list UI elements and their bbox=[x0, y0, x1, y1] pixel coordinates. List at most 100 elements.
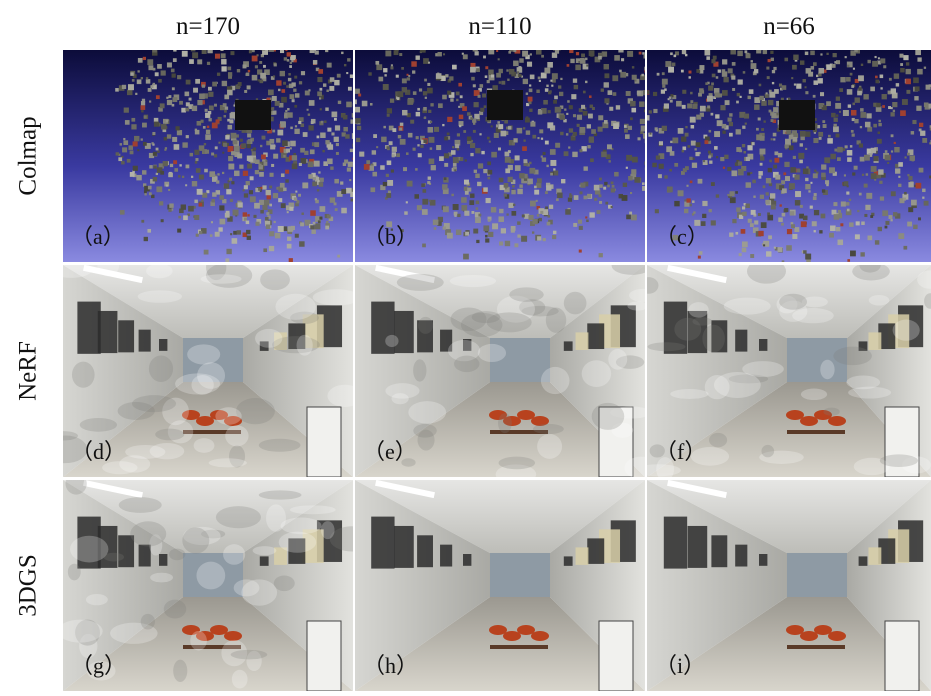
point bbox=[780, 204, 782, 206]
point bbox=[530, 75, 535, 80]
point bbox=[208, 92, 213, 97]
point bbox=[837, 147, 843, 153]
point bbox=[450, 98, 453, 101]
point bbox=[285, 170, 289, 174]
point bbox=[419, 33, 421, 35]
point bbox=[350, 43, 353, 46]
point bbox=[166, 120, 168, 122]
point bbox=[476, 201, 480, 205]
point bbox=[870, 17, 873, 20]
point bbox=[779, 84, 782, 87]
point bbox=[859, 143, 863, 147]
point bbox=[266, 224, 271, 229]
point bbox=[221, 59, 226, 64]
artifact bbox=[223, 544, 245, 565]
point bbox=[771, 138, 773, 140]
point bbox=[151, 142, 153, 144]
point bbox=[406, 29, 411, 34]
point bbox=[674, 163, 678, 167]
point bbox=[289, 258, 293, 262]
point bbox=[827, 138, 833, 144]
point bbox=[197, 44, 203, 50]
point bbox=[543, 152, 546, 155]
point bbox=[488, 232, 493, 237]
point bbox=[708, 151, 711, 154]
point bbox=[895, 168, 900, 173]
point bbox=[372, 150, 376, 154]
point bbox=[170, 164, 173, 167]
point bbox=[244, 218, 247, 221]
point bbox=[471, 211, 474, 214]
point bbox=[346, 72, 348, 74]
point bbox=[819, 30, 825, 36]
point bbox=[722, 131, 725, 134]
point bbox=[736, 207, 740, 211]
point bbox=[898, 184, 901, 187]
artifact bbox=[893, 320, 920, 341]
point bbox=[400, 123, 404, 127]
frame bbox=[371, 517, 394, 569]
point bbox=[580, 183, 585, 188]
point bbox=[860, 157, 865, 162]
point bbox=[766, 67, 769, 70]
point bbox=[871, 166, 877, 172]
point bbox=[332, 29, 337, 34]
point bbox=[637, 91, 641, 95]
point bbox=[718, 69, 721, 72]
point bbox=[454, 41, 456, 43]
artifact bbox=[149, 355, 173, 382]
point bbox=[312, 181, 317, 186]
point bbox=[247, 236, 251, 240]
point bbox=[649, 110, 652, 113]
point bbox=[402, 78, 407, 83]
point bbox=[872, 61, 878, 67]
point bbox=[760, 156, 764, 160]
point bbox=[900, 110, 906, 116]
point bbox=[589, 136, 594, 141]
artifact bbox=[50, 261, 92, 278]
point bbox=[689, 157, 692, 160]
point bbox=[314, 142, 319, 147]
point bbox=[844, 174, 846, 176]
point bbox=[806, 166, 808, 168]
point bbox=[915, 39, 917, 41]
point bbox=[643, 133, 646, 136]
point bbox=[669, 96, 672, 99]
point bbox=[599, 194, 602, 197]
artifact bbox=[215, 407, 241, 425]
point bbox=[230, 113, 236, 119]
point bbox=[805, 52, 809, 56]
point bbox=[130, 150, 134, 154]
point bbox=[356, 138, 360, 142]
point bbox=[664, 175, 667, 178]
point bbox=[310, 210, 316, 216]
point bbox=[483, 56, 486, 59]
point bbox=[383, 126, 385, 128]
point bbox=[526, 93, 528, 95]
point bbox=[215, 232, 220, 237]
point bbox=[711, 182, 715, 186]
point bbox=[862, 8, 865, 11]
point bbox=[906, 62, 909, 65]
point bbox=[144, 193, 146, 195]
panel-label: （a） bbox=[71, 224, 125, 249]
point bbox=[784, 208, 788, 212]
point bbox=[782, 188, 787, 193]
point bbox=[195, 158, 198, 161]
point bbox=[498, 216, 504, 222]
point bbox=[420, 47, 426, 53]
point bbox=[585, 81, 587, 83]
point bbox=[396, 153, 400, 157]
point bbox=[222, 81, 227, 86]
point bbox=[866, 193, 872, 199]
point bbox=[731, 5, 736, 10]
point bbox=[407, 35, 413, 41]
point bbox=[424, 117, 426, 119]
point bbox=[433, 220, 439, 226]
point bbox=[513, 49, 516, 52]
point bbox=[474, 102, 479, 107]
point bbox=[796, 84, 801, 89]
point bbox=[153, 152, 157, 156]
point bbox=[749, 89, 754, 94]
artifact bbox=[321, 521, 335, 539]
